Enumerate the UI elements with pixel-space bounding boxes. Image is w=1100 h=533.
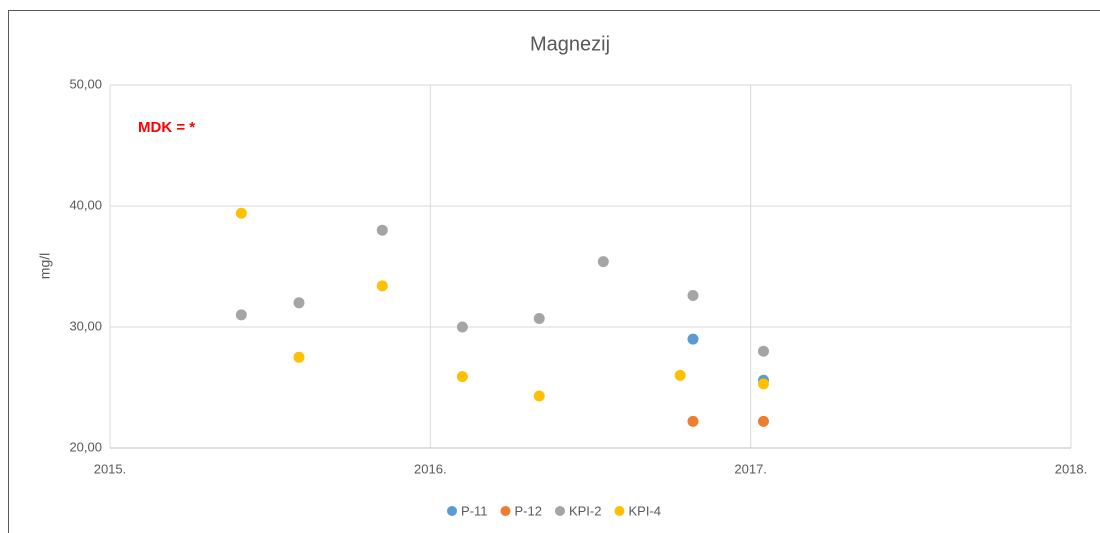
chart-border	[8, 10, 1100, 533]
annotation: MDK = *	[138, 119, 195, 136]
legend-marker	[614, 506, 625, 516]
y-tick-label: 40,00	[69, 197, 102, 212]
y-axis-label: mg/l	[37, 253, 53, 279]
legend-marker	[447, 506, 457, 516]
point	[597, 256, 609, 268]
point	[235, 207, 247, 219]
legend-label: P-11	[461, 503, 488, 518]
legend-label: P-12	[515, 503, 542, 518]
x-tick-label: 2015.	[94, 461, 127, 476]
point	[674, 369, 686, 381]
chart-title: Magnezij	[530, 33, 610, 55]
y-tick-label: 30,00	[69, 318, 102, 333]
x-tick-label: 2016.	[414, 461, 447, 476]
y-tick-label: 50,00	[69, 76, 102, 91]
legend-label: KPI-2	[569, 503, 602, 518]
point	[687, 290, 699, 302]
x-tick-label: 2018.	[1055, 461, 1088, 476]
point	[293, 351, 305, 363]
point	[376, 280, 388, 292]
point	[293, 297, 305, 309]
point	[757, 415, 769, 427]
point	[456, 321, 468, 333]
point	[687, 415, 699, 427]
point	[533, 313, 545, 325]
point	[757, 378, 769, 390]
legend-marker	[554, 506, 565, 516]
y-tick-label: 20,00	[69, 439, 102, 454]
point	[376, 224, 388, 236]
legend-marker	[500, 506, 511, 516]
point	[757, 345, 769, 357]
point	[456, 371, 468, 383]
x-tick-label: 2017.	[734, 461, 767, 476]
point	[235, 309, 247, 321]
legend-label: KPI-4	[628, 503, 661, 518]
point	[533, 390, 545, 402]
point	[687, 333, 699, 345]
